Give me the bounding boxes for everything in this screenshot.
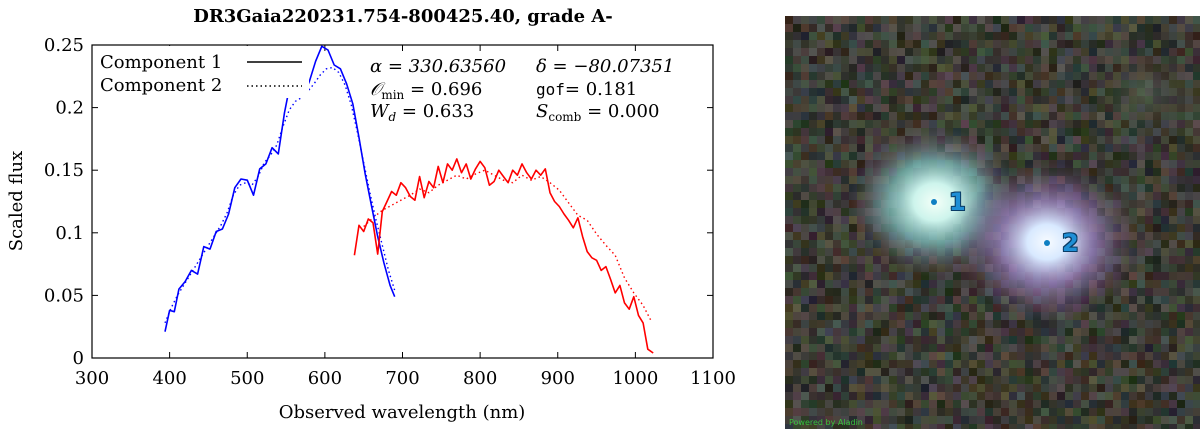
y-tick-label: 0.15 [44, 160, 84, 181]
y-tick-label: 0.25 [44, 35, 84, 56]
source-dot-2[interactable] [1044, 240, 1050, 246]
x-tick-label: 600 [308, 368, 342, 389]
sky-cutout-image [785, 16, 1200, 429]
annotation-wd: Wd = 0.633 [370, 101, 474, 124]
source-marker-1[interactable]: 1 [949, 188, 966, 216]
y-tick-label: 0 [73, 348, 84, 369]
sky-image-panel[interactable]: 1 2 Powered by Aladin [785, 16, 1200, 429]
legend-label-component-2: Component 2 [100, 75, 222, 96]
series-line-component-2-rp [363, 169, 652, 321]
x-tick-label: 300 [75, 368, 109, 389]
annotation-scomb: Scomb = 0.000 [536, 101, 659, 124]
x-tick-label: 400 [152, 368, 186, 389]
x-tick-label: 500 [230, 368, 264, 389]
series-line-component-1-rp [353, 158, 654, 354]
x-tick-label: 1000 [612, 368, 658, 389]
fit-annotations: α = 330.63560 δ = −80.07351 𝒪min = 0.696… [370, 56, 674, 124]
series-line-component-1-bp [164, 45, 396, 332]
legend-box [93, 46, 309, 98]
y-axis-ticks: 0 0.05 0.1 0.15 0.2 0.25 [44, 35, 713, 369]
source-dot-1[interactable] [931, 199, 937, 205]
x-tick-label: 1100 [690, 368, 736, 389]
source-marker-2[interactable]: 2 [1062, 229, 1079, 257]
spectrum-chart: DR3Gaia220231.754-800425.40, grade A- 30… [6, 6, 736, 423]
x-axis-ticks: 300 400 500 600 700 800 900 1000 1100 [75, 45, 736, 389]
x-tick-label: 800 [463, 368, 497, 389]
annotation-alpha: α = 330.63560 [370, 56, 506, 77]
chart-title: DR3Gaia220231.754-800425.40, grade A- [193, 6, 613, 27]
x-axis-label: Observed wavelength (nm) [279, 402, 526, 423]
series-layer [164, 45, 654, 354]
legend-label-component-1: Component 1 [100, 52, 222, 73]
y-tick-label: 0.2 [55, 98, 84, 119]
y-axis-label: Scaled flux [6, 151, 27, 252]
annotation-delta: δ = −80.07351 [536, 56, 674, 77]
aladin-credit[interactable]: Powered by Aladin [789, 418, 863, 427]
x-tick-label: 700 [385, 368, 419, 389]
background-galaxy-glow [1085, 46, 1200, 146]
series-line-component-2-bp [164, 66, 396, 324]
x-tick-label: 900 [541, 368, 575, 389]
legend: Component 1 Component 2 [93, 46, 309, 98]
y-tick-label: 0.1 [55, 223, 84, 244]
annotation-gof: gof= 0.181 [536, 79, 637, 100]
y-tick-label: 0.05 [44, 285, 84, 306]
annotation-omin: 𝒪min = 0.696 [370, 79, 482, 102]
